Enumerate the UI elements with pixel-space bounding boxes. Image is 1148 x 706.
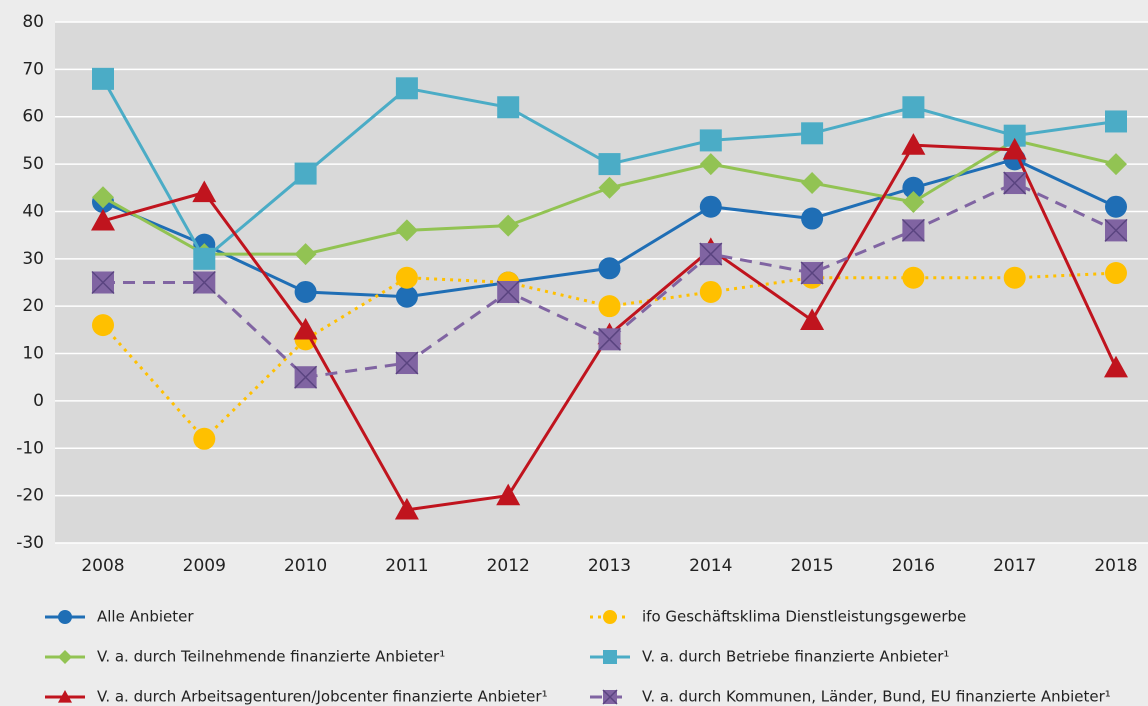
y-tick-label: 0 <box>33 391 44 411</box>
marker <box>91 208 115 231</box>
marker <box>294 243 317 266</box>
y-tick-label: 70 <box>22 59 44 79</box>
marker <box>58 690 72 703</box>
marker <box>92 186 114 209</box>
marker-cross <box>901 218 925 242</box>
y-tick-label: -10 <box>16 438 44 458</box>
x-tick-label: 2018 <box>1094 556 1137 576</box>
marker <box>58 650 72 664</box>
marker <box>598 295 621 318</box>
marker <box>58 610 72 624</box>
marker <box>801 122 824 145</box>
marker <box>497 96 520 119</box>
marker <box>294 162 317 185</box>
marker <box>699 195 722 218</box>
y-tick-label: -20 <box>16 486 44 506</box>
x-tick-label: 2010 <box>284 556 327 576</box>
x-tick-label: 2013 <box>588 556 631 576</box>
marker <box>1105 262 1127 285</box>
marker <box>395 77 418 100</box>
marker <box>800 308 825 330</box>
marker <box>699 129 722 152</box>
marker <box>1105 153 1127 176</box>
y-tick-label: 50 <box>22 154 44 174</box>
marker <box>395 285 418 308</box>
marker <box>901 133 926 155</box>
marker <box>92 314 114 337</box>
marker <box>193 247 216 270</box>
series-line <box>103 181 1117 379</box>
legend-label: ifo Geschäftsklima Dienstleistungsgewerb… <box>642 608 966 626</box>
marker-cross <box>1104 218 1128 242</box>
marker <box>598 153 621 176</box>
x-tick-label: 2012 <box>487 556 530 576</box>
marker-cross <box>192 270 216 295</box>
marker <box>497 214 520 237</box>
marker <box>496 483 521 506</box>
y-tick-label: 40 <box>22 201 44 221</box>
marker <box>902 176 925 199</box>
x-tick-label: 2014 <box>689 556 732 576</box>
y-tick-label: 60 <box>22 107 44 127</box>
x-tick-label: 2017 <box>993 556 1036 576</box>
marker <box>902 96 925 119</box>
marker <box>598 176 621 199</box>
marker-cross <box>294 365 318 389</box>
y-tick-label: 20 <box>22 296 44 316</box>
marker <box>1003 124 1026 147</box>
marker-cross <box>699 242 723 266</box>
legend-label: V. a. durch Arbeitsagenturen/Jobcenter f… <box>97 688 548 706</box>
marker <box>193 427 216 450</box>
marker <box>192 180 217 203</box>
marker-cross <box>496 280 520 304</box>
x-tick-label: 2008 <box>81 556 124 576</box>
legend-label: V. a. durch Kommunen, Länder, Bund, EU f… <box>642 688 1111 706</box>
marker-cross <box>597 327 622 351</box>
marker <box>902 266 925 289</box>
marker <box>598 257 621 280</box>
legend-label: V. a. durch Betriebe finanzierte Anbiete… <box>642 648 949 666</box>
marker <box>1105 195 1127 218</box>
y-tick-label: 80 <box>22 12 44 32</box>
marker <box>801 207 824 230</box>
series <box>92 67 1127 270</box>
marker <box>394 497 419 520</box>
marker-cross <box>602 689 618 705</box>
marker <box>293 317 318 340</box>
marker-cross <box>395 351 419 375</box>
marker <box>294 280 317 303</box>
plot-area <box>55 22 1148 543</box>
marker-cross <box>91 270 115 295</box>
x-tick-label: 2015 <box>790 556 833 576</box>
marker <box>395 266 418 289</box>
marker <box>1104 355 1128 378</box>
marker <box>699 280 722 303</box>
legend-label: V. a. durch Teilnehmende finanzierte Anb… <box>97 648 445 666</box>
marker <box>603 610 617 624</box>
marker <box>1105 110 1127 133</box>
marker <box>902 190 925 213</box>
y-tick-label: 10 <box>22 344 44 364</box>
marker <box>1002 137 1027 160</box>
x-tick-label: 2009 <box>183 556 226 576</box>
y-tick-label: 30 <box>22 249 44 269</box>
marker <box>92 67 114 90</box>
marker <box>801 172 824 195</box>
y-tick-label: -30 <box>16 533 44 553</box>
marker-cross <box>1003 171 1027 195</box>
marker <box>1003 266 1026 289</box>
marker <box>395 219 418 242</box>
marker <box>699 153 722 176</box>
x-tick-label: 2016 <box>892 556 935 576</box>
series <box>91 171 1128 389</box>
legend-label: Alle Anbieter <box>97 608 194 626</box>
marker-cross <box>800 261 824 285</box>
marker <box>603 650 617 664</box>
x-tick-label: 2011 <box>385 556 428 576</box>
